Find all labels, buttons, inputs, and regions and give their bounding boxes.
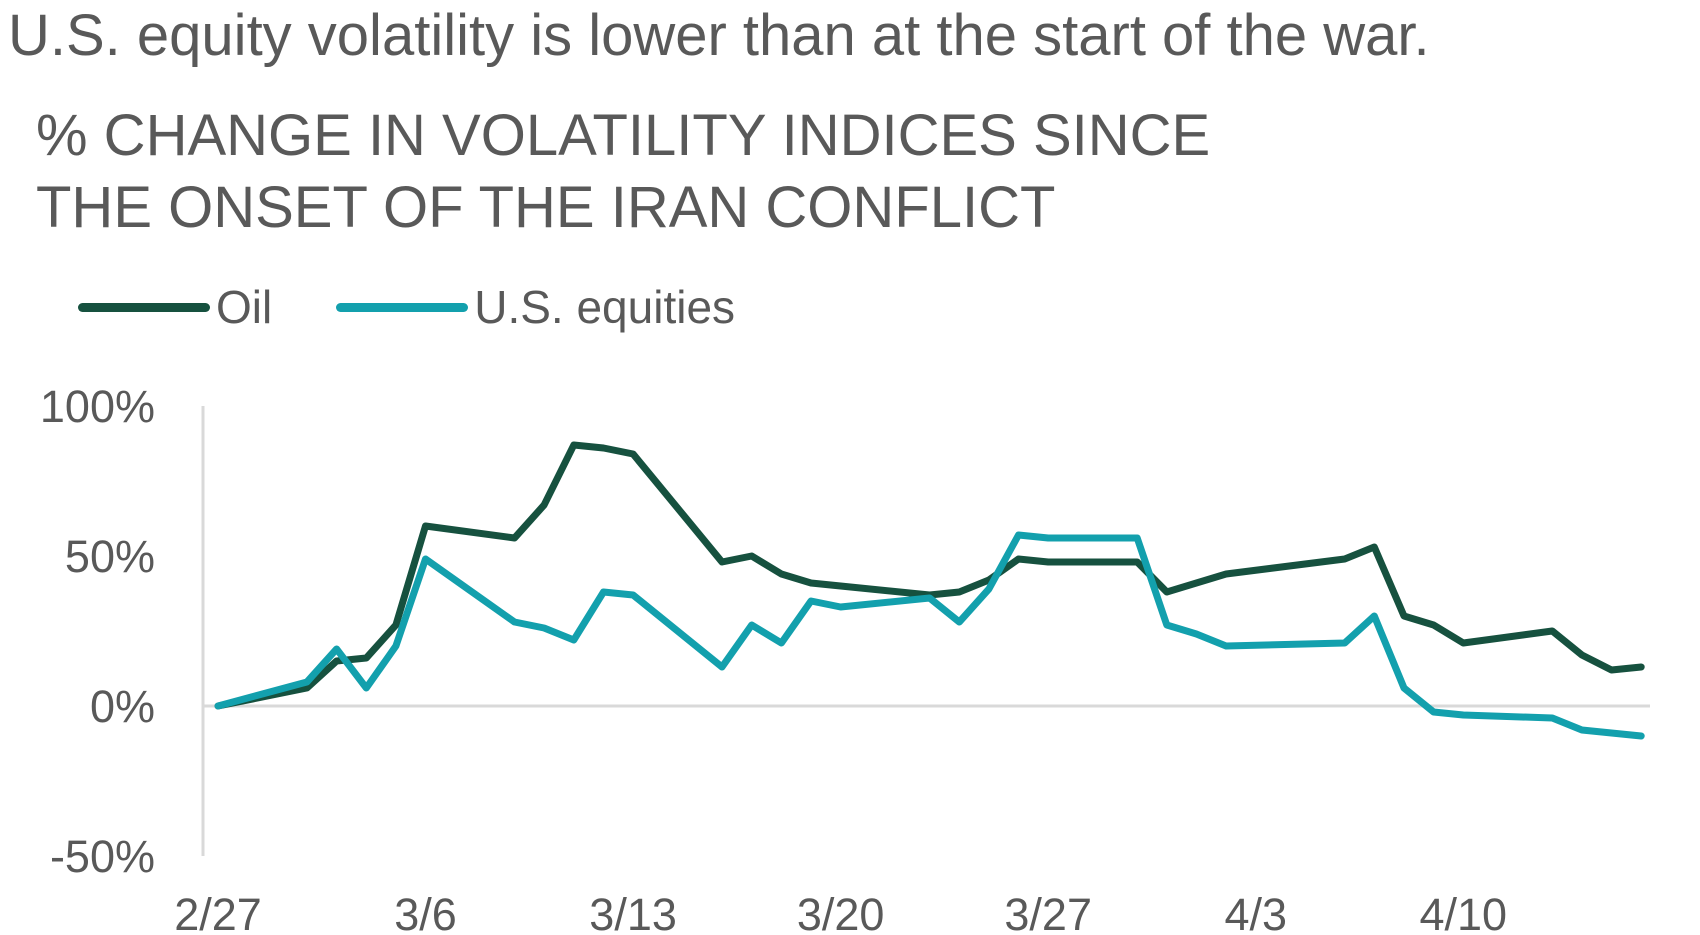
subtitle-line-1: % CHANGE IN VOLATILITY INDICES SINCE xyxy=(36,103,1211,168)
y-tick-label: 50% xyxy=(65,531,155,582)
series-line-us-equities xyxy=(214,531,1645,740)
x-tick-label: 4/10 xyxy=(1420,889,1508,935)
legend-item-oil: Oil xyxy=(78,280,272,334)
legend-label-oil: Oil xyxy=(216,281,273,333)
subtitle-line-2: THE ONSET OF THE IRAN CONFLICT xyxy=(36,175,1056,240)
series-line-oil xyxy=(214,441,1645,710)
x-tick-label: 3/6 xyxy=(394,889,457,935)
y-tick-label: 0% xyxy=(90,681,155,732)
headline: U.S. equity volatility is lower than at … xyxy=(8,3,1430,68)
x-tick-label: 2/27 xyxy=(174,889,262,935)
x-tick-label: 4/3 xyxy=(1224,889,1287,935)
legend-swatch-oil xyxy=(78,302,210,312)
legend-swatch-us-equities xyxy=(336,302,469,312)
chart-subtitle: % CHANGE IN VOLATILITY INDICES SINCE THE… xyxy=(36,100,1210,244)
chart-legend: Oil U.S. equities xyxy=(78,272,799,342)
y-tick-label: 100% xyxy=(40,381,155,432)
x-tick-label: 3/20 xyxy=(797,889,885,935)
x-tick-label: 3/13 xyxy=(589,889,677,935)
y-tick-label: -50% xyxy=(50,831,155,882)
x-tick-label: 3/27 xyxy=(1004,889,1092,935)
legend-label-us-equities: U.S. equities xyxy=(474,281,736,333)
legend-item-us-equities: U.S. equities xyxy=(336,280,735,334)
